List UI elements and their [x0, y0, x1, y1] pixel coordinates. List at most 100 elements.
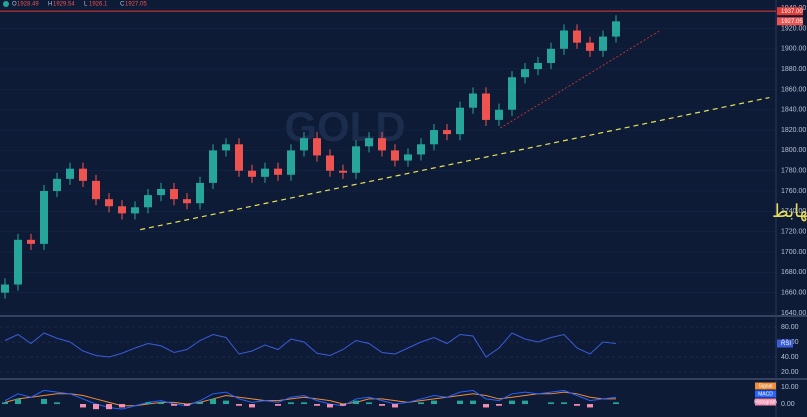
candle-body — [560, 30, 568, 49]
histogram-bar — [15, 398, 21, 405]
histogram-bar — [561, 402, 567, 405]
y-tick-label: 1720.00 — [781, 229, 806, 236]
histogram-bar — [145, 402, 151, 405]
candle-body — [1, 284, 9, 293]
candle-body — [495, 109, 503, 120]
y-tick-label: 1820.00 — [781, 127, 806, 134]
candle-body — [222, 144, 230, 151]
ohlc-key: C — [120, 2, 125, 8]
candle-body — [404, 154, 412, 161]
histogram-bar — [288, 402, 294, 405]
candle-body — [105, 199, 113, 207]
histogram-bar — [418, 402, 424, 405]
legend-label: MACD — [758, 391, 773, 397]
candle-body — [430, 130, 438, 145]
candle-body — [612, 21, 620, 37]
ohlc-value: 1926.1 — [89, 2, 108, 8]
candle-body — [53, 178, 61, 192]
macd-tick-label: 10.00 — [781, 384, 799, 391]
histogram-bar — [275, 404, 281, 406]
histogram-bar — [509, 400, 515, 405]
ohlc-value: 1928.49 — [17, 2, 39, 8]
candle-body — [235, 144, 243, 171]
candle-body — [248, 170, 256, 177]
candle-body — [456, 107, 464, 135]
legend-swatch — [755, 390, 776, 398]
candle-body — [534, 63, 542, 70]
candle-body — [469, 93, 477, 108]
y-tick-label: 1900.00 — [781, 46, 806, 53]
ohlc-key: H — [48, 2, 52, 8]
candle-body — [170, 189, 178, 200]
histogram-bar — [236, 404, 242, 406]
candle-body — [326, 155, 334, 171]
candle-body — [274, 168, 282, 175]
candle-body — [339, 170, 347, 173]
candle-body — [209, 150, 217, 183]
rsi-tick-label: 80.00 — [781, 324, 799, 331]
histogram-bar — [158, 402, 164, 405]
histogram-bar — [119, 404, 125, 408]
candle-body — [573, 30, 581, 43]
y-tick-label: 1640.00 — [781, 310, 806, 317]
histogram-bar — [210, 398, 216, 405]
candle-body — [157, 189, 165, 196]
candle-body — [66, 168, 74, 179]
ohlc-key: O — [12, 2, 17, 8]
legend-label: Histogram — [754, 399, 777, 405]
histogram-bar — [392, 404, 398, 408]
y-tick-label: 1680.00 — [781, 269, 806, 276]
candle-body — [599, 36, 607, 51]
legend-swatch — [755, 382, 776, 390]
candle-body — [287, 150, 295, 175]
candle-body — [482, 93, 490, 120]
histogram-bar — [379, 404, 385, 406]
histogram-bar — [2, 402, 8, 405]
last-price-label: 1927.05 — [781, 19, 803, 25]
histogram-bar — [41, 398, 47, 405]
candle-body — [521, 69, 529, 78]
histogram-bar — [613, 402, 619, 405]
histogram-bar — [587, 404, 593, 408]
histogram-bar — [106, 404, 112, 410]
histogram-bar — [353, 400, 359, 405]
histogram-bar — [184, 404, 190, 406]
candle-body — [586, 42, 594, 51]
rsi-tick-label: 40.00 — [781, 354, 799, 361]
price-tag — [777, 7, 803, 16]
candle-body — [183, 199, 191, 204]
candle-body — [261, 168, 269, 177]
channel-line — [500, 30, 661, 129]
candle-body — [14, 239, 22, 285]
y-tick-label: 1800.00 — [781, 147, 806, 154]
y-tick-label: 1780.00 — [781, 168, 806, 175]
histogram-bar — [470, 400, 476, 405]
y-tick-label: 1740.00 — [781, 208, 806, 215]
candle-body — [131, 207, 139, 214]
annotation: خط اتجاه صاعد قد يوفر دعم في حال التصحيح… — [772, 201, 807, 222]
histogram-bar — [327, 404, 333, 408]
histogram-bar — [548, 402, 554, 405]
candle-body — [300, 138, 308, 151]
candle-body — [391, 150, 399, 161]
trendline — [140, 96, 770, 231]
candle-body — [365, 138, 373, 147]
y-tick-label: 1840.00 — [781, 107, 806, 114]
candle-body — [417, 144, 425, 155]
candle-body — [118, 206, 126, 214]
y-tick-label: 1920.00 — [781, 25, 806, 32]
macd-tick-label: 0.00 — [781, 401, 795, 408]
candle-body — [547, 48, 555, 63]
ohlc-value: 1927.05 — [125, 2, 147, 8]
histogram-bar — [223, 400, 229, 405]
histogram-bar — [171, 404, 177, 406]
candle-body — [27, 239, 35, 244]
candle-body — [313, 138, 321, 156]
rsi-tag — [777, 339, 793, 348]
y-tick-label: 1860.00 — [781, 86, 806, 93]
candle-body — [40, 191, 48, 244]
candle-body — [443, 130, 451, 135]
histogram-bar — [496, 404, 502, 406]
ohlc-key: L — [84, 2, 88, 8]
legend-label: Signal — [759, 383, 773, 389]
